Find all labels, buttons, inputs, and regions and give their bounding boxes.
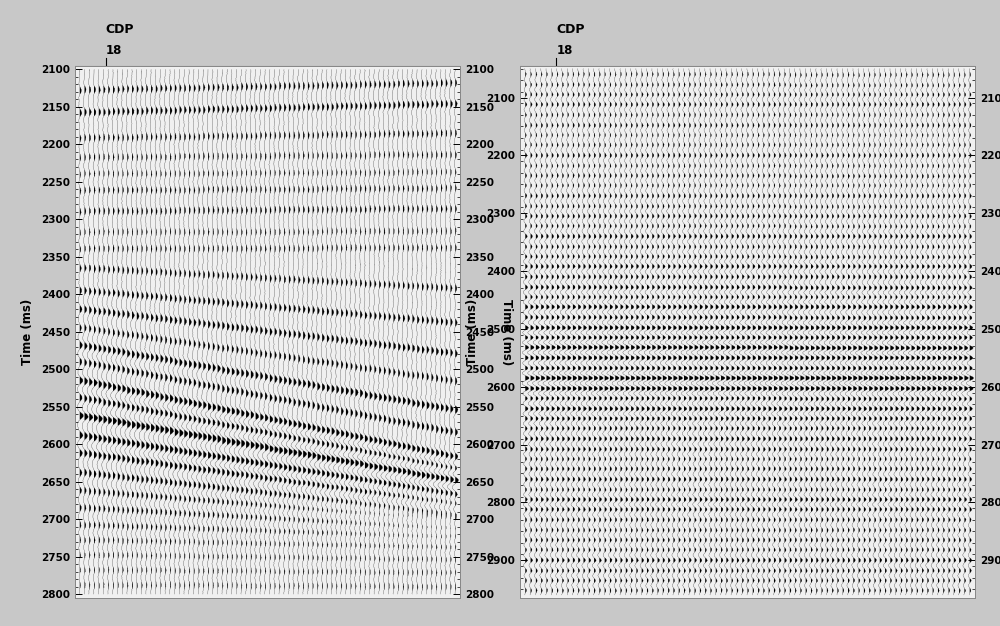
Y-axis label: Time (ms): Time (ms): [466, 299, 479, 365]
Text: CDP: CDP: [556, 23, 585, 36]
Y-axis label: Time (ms): Time (ms): [500, 299, 513, 365]
Text: 18: 18: [556, 44, 573, 58]
Y-axis label: Time (ms): Time (ms): [21, 299, 34, 365]
Text: 18: 18: [106, 44, 122, 58]
Text: CDP: CDP: [106, 23, 134, 36]
